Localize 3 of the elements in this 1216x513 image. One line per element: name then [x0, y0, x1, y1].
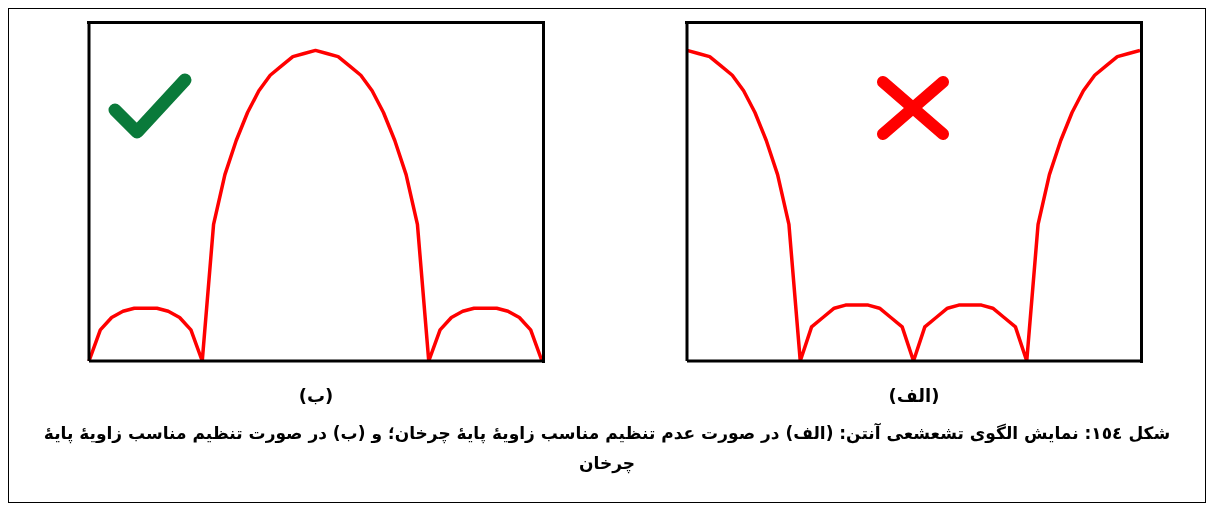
text: شکل ١٥٤: نمایش الگوی تشعشعی آنتن: (الف) در صورت عدم تنظیم مناسب زاویهٔ پایهٔ چرخان؛ و (ب) در صورت تنظیم مناسب زاویهٔ پایهٔ چرخان: [42, 422, 1172, 476]
x-axis-title: (ب): [297, 385, 335, 406]
x-axis-title: (الف): [887, 385, 941, 406]
